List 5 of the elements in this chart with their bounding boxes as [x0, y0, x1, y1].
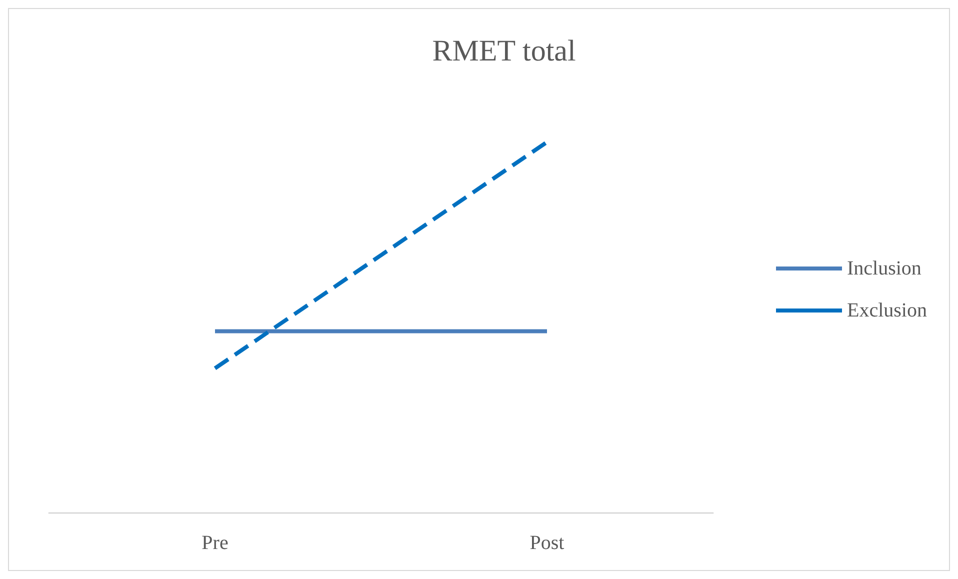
x-tick-label: Post — [530, 532, 565, 554]
x-tick-label: Pre — [202, 532, 228, 554]
legend-label: Exclusion — [847, 300, 927, 322]
legend-label: Inclusion — [847, 258, 922, 280]
chart-title: RMET total — [432, 34, 576, 68]
